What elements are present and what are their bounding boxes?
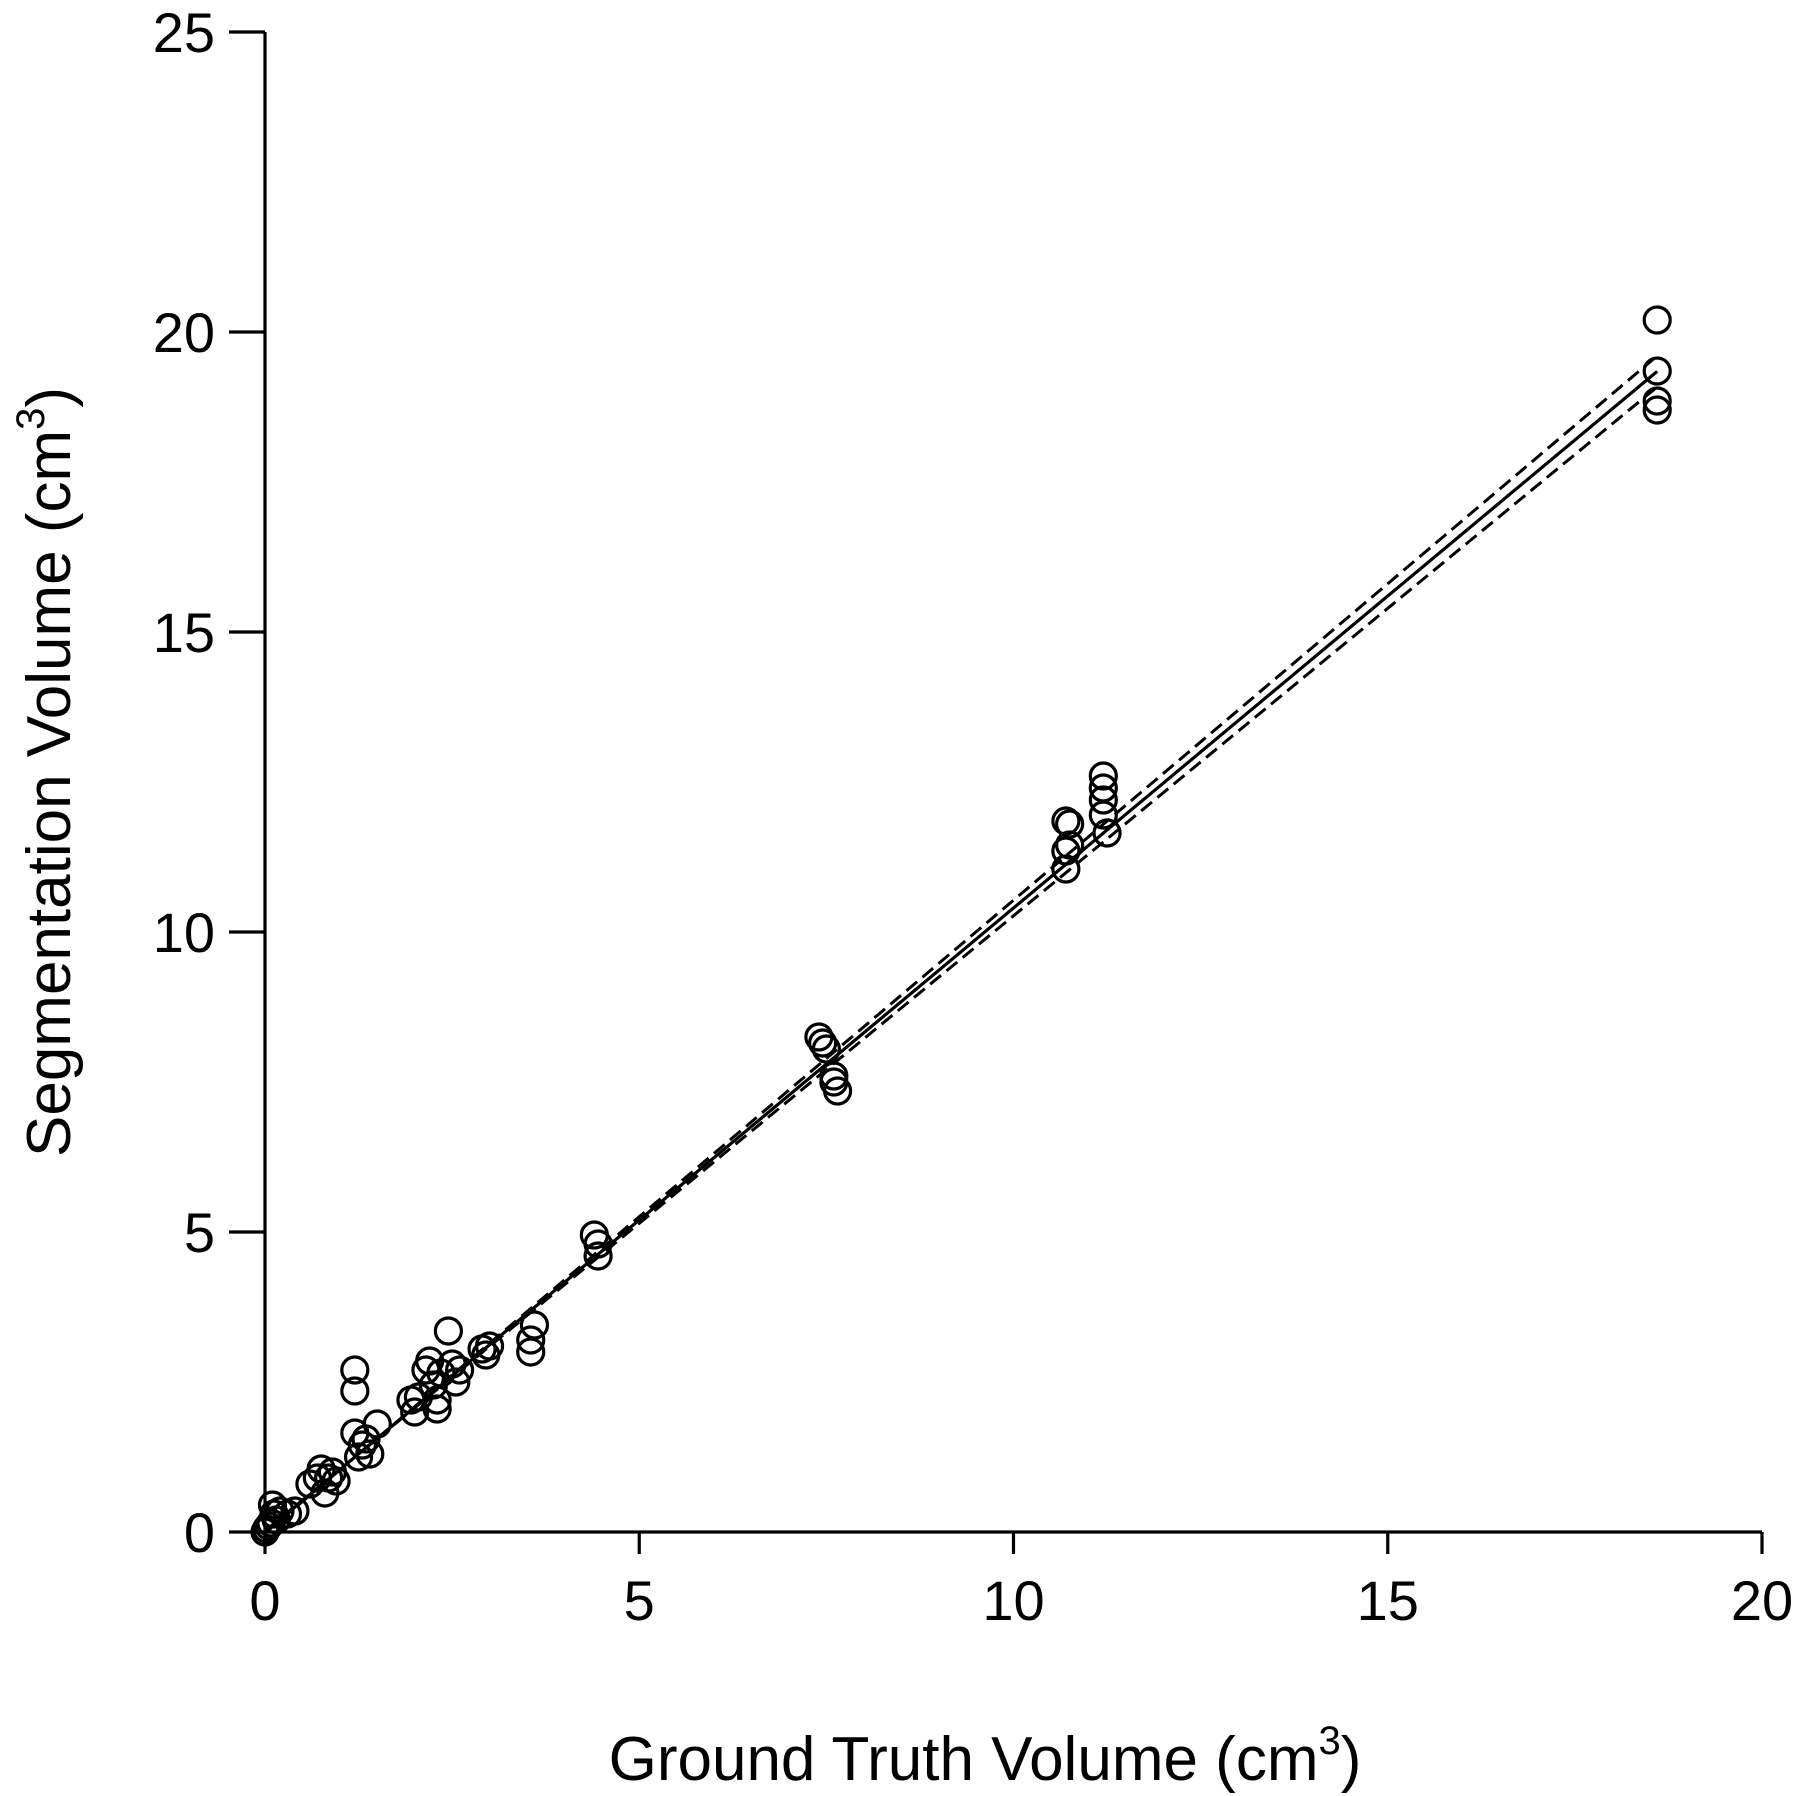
x-tick-label: 5 [624,1569,655,1632]
regression-line [263,370,1659,1534]
data-point [340,1355,370,1385]
data-point [583,1229,613,1259]
data-point [811,1034,841,1064]
data-point [257,1490,288,1520]
y-tick-label: 0 [184,1501,215,1564]
data-point [351,1424,381,1454]
y-axis-title: Segmentation Volume (cm3) [9,387,84,1157]
y-tick-label: 15 [153,601,215,664]
data-point [1088,785,1118,815]
data-point [583,1241,613,1271]
data-point [474,1331,505,1361]
data-point [1051,854,1081,884]
x-tick-label: 15 [1357,1569,1419,1632]
y-tick-label: 10 [153,901,215,964]
data-point [340,1376,370,1406]
data-point [1088,761,1118,791]
y-tick-label: 5 [184,1201,215,1264]
data-point [347,1430,377,1460]
y-axis-ticks: 0 5 10 15 20 25 [153,1,265,1564]
data-point [1051,836,1081,866]
data-point [516,1325,546,1355]
data-point [437,1349,467,1379]
data-point [321,1466,351,1496]
data-point [422,1394,452,1424]
x-tick-label: 10 [982,1569,1044,1632]
data-point [808,1028,838,1058]
data-point [1642,386,1672,416]
data-point [1642,395,1672,425]
data-point [433,1316,463,1346]
y-tick-label: 25 [153,1,215,64]
data-point [1088,800,1118,830]
y-tick-label: 20 [153,301,215,364]
x-tick-label: 0 [249,1569,280,1632]
data-point [441,1367,471,1397]
data-point [362,1409,392,1439]
data-point [1642,305,1672,335]
data-point [355,1439,385,1469]
data-point [400,1397,430,1427]
x-axis-ticks: 0 5 10 15 20 [249,1532,1793,1632]
data-point [280,1496,310,1526]
data-points [250,305,1672,1547]
data-point [1642,356,1672,386]
x-axis-title: Ground Truth Volume (cm3) [609,1719,1362,1794]
data-point [1055,830,1085,860]
data-point [445,1355,475,1385]
x-tick-label: 20 [1731,1569,1793,1632]
data-point [1092,818,1122,848]
data-point [823,1076,853,1106]
data-point [343,1442,374,1472]
data-point [519,1310,550,1340]
